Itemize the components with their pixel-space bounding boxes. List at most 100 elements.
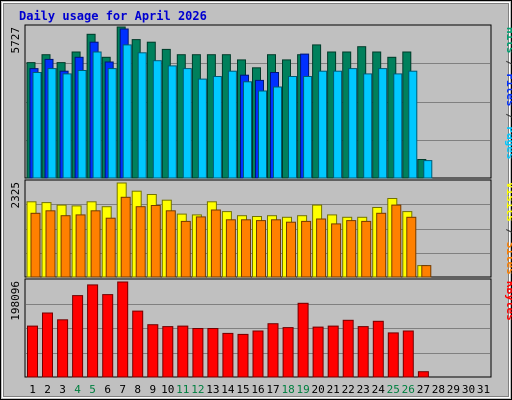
- bar-pages-day-21: [333, 70, 343, 179]
- bar-sites-day-8: [135, 206, 146, 278]
- x-tick-label: 2: [44, 383, 51, 396]
- bar-pages-day-8: [137, 52, 147, 179]
- bar-sites-day-21: [331, 223, 342, 278]
- bar-kbytes-day-18: [282, 327, 294, 378]
- legend-: /: [504, 222, 512, 242]
- bar-pages-day-9: [152, 60, 162, 179]
- x-tick-label: 26: [402, 383, 415, 396]
- chart-frame-inner: [3, 3, 509, 397]
- bar-sites-day-15: [241, 219, 251, 278]
- legend-kbytes: KBytes: [504, 281, 512, 321]
- bar-pages-day-26: [408, 70, 418, 179]
- bar-sites-day-24: [376, 212, 387, 278]
- bar-sites-day-16: [256, 220, 266, 278]
- bar-kbytes-day-11: [177, 325, 189, 378]
- x-tick-label: 4: [74, 383, 81, 396]
- bar-kbytes-day-24: [372, 320, 384, 378]
- x-tick-label: 17: [266, 383, 279, 396]
- bar-pages-day-15: [243, 81, 252, 179]
- x-tick-label: 6: [104, 383, 111, 396]
- x-tick-label: 23: [357, 383, 370, 396]
- bar-pages-day-16: [258, 90, 267, 179]
- x-tick-label: 28: [432, 383, 445, 396]
- bar-kbytes-day-25: [387, 332, 399, 378]
- bar-kbytes-day-22: [342, 319, 354, 378]
- bar-kbytes-day-7: [117, 281, 129, 378]
- x-tick-label: 10: [161, 383, 174, 396]
- bar-sites-day-26: [406, 216, 417, 278]
- panel-hits-files-pages: 5727 Hits / Files / Pages: [9, 24, 512, 179]
- bar-pages-day-14: [227, 70, 237, 179]
- series-pages: [32, 44, 433, 179]
- bar-kbytes-day-4: [72, 295, 84, 378]
- bar-pages-day-10: [167, 65, 177, 179]
- bar-kbytes-day-19: [297, 302, 309, 378]
- legend-label: Hits / Files / Pages: [504, 27, 512, 160]
- x-tick-label: 8: [134, 383, 141, 396]
- x-tick-label: 12: [191, 383, 204, 396]
- y-max-label: 198096: [9, 281, 22, 321]
- bar-pages-day-7: [122, 44, 132, 179]
- x-tick-label: 29: [447, 383, 460, 396]
- bar-sites-day-5: [90, 210, 101, 278]
- bar-pages-day-11: [182, 68, 192, 179]
- chart-panels: 5727 Hits / Files / Pages 2325 Visits / Sit…: [9, 24, 512, 378]
- bar-sites-day-2: [45, 210, 56, 278]
- x-tick-label: 27: [417, 383, 430, 396]
- x-tick-label: 14: [221, 383, 235, 396]
- legend-files: Files: [504, 73, 512, 106]
- bar-kbytes-day-23: [357, 326, 369, 378]
- bar-pages-day-25: [393, 73, 403, 179]
- x-tick-label: 7: [119, 383, 126, 396]
- bar-sites-day-12: [195, 216, 206, 278]
- bar-pages-day-22: [348, 68, 358, 179]
- bar-pages-day-4: [77, 70, 87, 179]
- x-axis-labels: 1 2 3 4 5 6 7 8 9 10 11 12 13 14 15 16 17 18 19 20 21 22 23 24 2…: [29, 383, 490, 396]
- bar-pages-day-27: [423, 160, 433, 179]
- bar-kbytes-day-6: [102, 294, 114, 378]
- chart-title: Daily usage for April 2026: [19, 9, 207, 23]
- bar-kbytes-day-5: [87, 284, 99, 378]
- bar-pages-day-12: [197, 78, 207, 179]
- bar-kbytes-day-21: [327, 325, 339, 378]
- bar-kbytes-day-12: [192, 328, 204, 378]
- bar-pages-day-19: [303, 76, 313, 179]
- bar-sites-day-6: [105, 217, 116, 278]
- x-tick-label: 5: [89, 383, 96, 396]
- legend-: /: [504, 54, 512, 74]
- x-tick-label: 19: [296, 383, 309, 396]
- bar-sites-day-18: [286, 221, 296, 278]
- legend-: /: [504, 107, 512, 127]
- legend-visits: Visits: [504, 182, 512, 222]
- bar-sites-day-14: [225, 219, 236, 278]
- bar-kbytes-day-1: [27, 325, 38, 378]
- bar-sites-day-4: [75, 214, 86, 278]
- bar-sites-day-17: [271, 219, 281, 278]
- bar-pages-day-24: [378, 68, 388, 179]
- bar-kbytes-day-16: [252, 330, 264, 378]
- legend-sites: Sites: [504, 242, 512, 275]
- y-max-label: 2325: [9, 182, 22, 209]
- bar-kbytes-day-13: [207, 328, 219, 378]
- x-tick-label: 3: [59, 383, 66, 396]
- panel-visits-sites: 2325 Visits / Sites: [9, 179, 512, 278]
- bar-kbytes-day-26: [402, 330, 414, 378]
- bar-kbytes-day-20: [312, 326, 324, 378]
- bar-sites-day-9: [150, 205, 161, 278]
- bar-sites-day-23: [361, 220, 372, 278]
- x-tick-label: 22: [342, 383, 355, 396]
- bar-sites-day-25: [391, 204, 402, 278]
- bar-pages-day-1: [32, 72, 42, 179]
- bar-sites-day-19: [301, 220, 312, 278]
- legend-hits: Hits: [504, 27, 512, 54]
- x-tick-label: 20: [311, 383, 324, 396]
- bar-pages-day-17: [273, 86, 282, 179]
- y-max-label: 5727: [9, 27, 22, 54]
- x-tick-label: 31: [477, 383, 490, 396]
- bar-sites-day-22: [346, 220, 357, 278]
- bar-pages-day-2: [47, 68, 57, 179]
- bar-kbytes-day-8: [132, 310, 144, 378]
- x-tick-label: 15: [236, 383, 249, 396]
